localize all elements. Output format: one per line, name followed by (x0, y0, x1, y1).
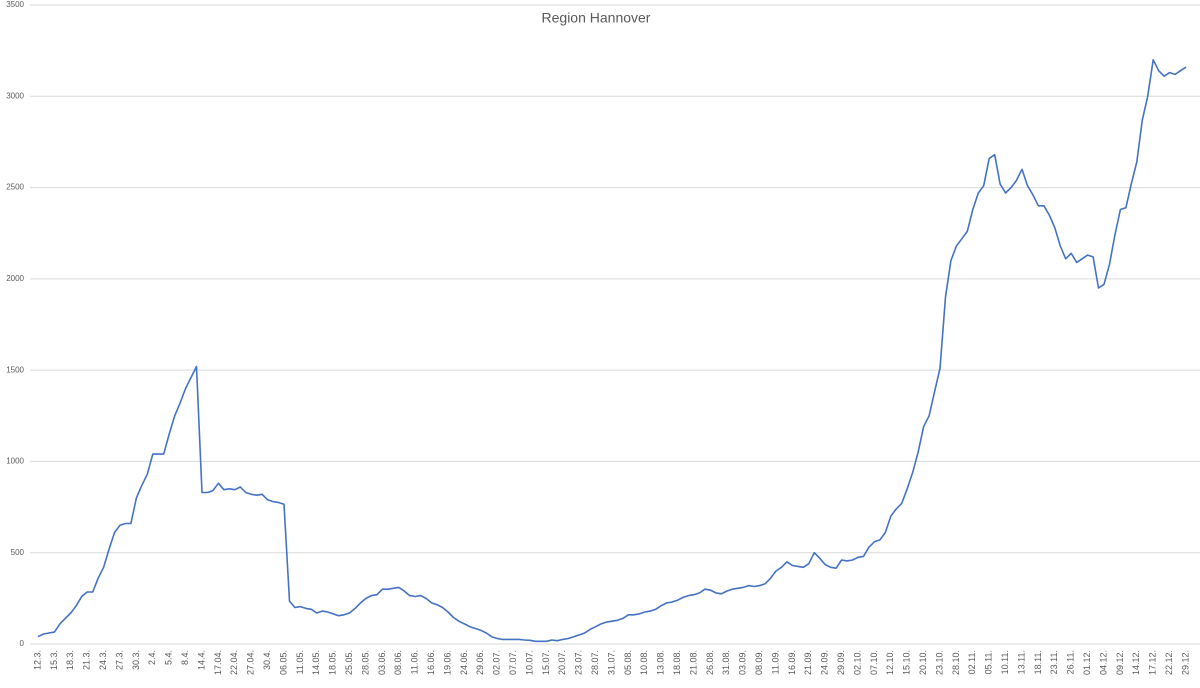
x-tick-label: 22.04. (229, 650, 239, 675)
x-tick-label: 02.11. (967, 650, 977, 674)
x-tick-label: 21.3. (82, 650, 92, 670)
x-tick-label: 13.11. (1016, 650, 1026, 674)
y-tick-label: 3500 (6, 0, 24, 9)
x-tick-label: 21.09. (803, 650, 813, 675)
x-tick-label: 03.06. (377, 650, 387, 675)
x-tick-label: 07.10. (869, 650, 879, 675)
x-tick-label: 26.11. (1066, 650, 1076, 674)
x-tick-label: 18.11. (1033, 650, 1043, 674)
data-line (37, 59, 1187, 643)
x-tick-label: 14.4. (196, 650, 206, 670)
x-tick-label: 24.06. (459, 650, 469, 675)
x-tick-label: 16.06. (426, 650, 436, 675)
x-tick-label: 23.11. (1049, 650, 1059, 674)
x-tick-label: 27.3. (114, 650, 124, 670)
x-tick-label: 28.07. (590, 650, 600, 675)
x-tick-label: 13.08. (656, 650, 666, 675)
x-tick-label: 23.10. (934, 650, 944, 675)
x-tick-label: 15.3. (49, 650, 59, 670)
x-tick-label: 10.07. (524, 650, 534, 675)
x-tick-label: 11.06. (410, 650, 420, 674)
x-tick-label: 06.05. (278, 650, 288, 675)
chart-title: Region Hannover (542, 10, 651, 26)
x-tick-label: 09.12. (1115, 650, 1125, 675)
x-tick-label: 31.08. (721, 650, 731, 675)
y-tick-label: 1000 (6, 457, 24, 466)
x-tick-label: 29.09. (836, 650, 846, 675)
y-tick-label: 2000 (6, 274, 24, 283)
x-tick-label: 15.07. (541, 650, 551, 675)
y-tick-label: 0 (20, 639, 25, 648)
x-tick-label: 26.08. (705, 650, 715, 675)
y-tick-label: 2500 (6, 183, 24, 192)
y-tick-label: 3000 (6, 91, 24, 100)
x-tick-label: 29.06. (475, 650, 485, 675)
x-tick-label: 24.09. (820, 650, 830, 675)
x-tick-label: 18.05. (328, 650, 338, 675)
x-tick-label: 17.12. (1148, 650, 1158, 675)
x-tick-label: 8.4. (180, 650, 190, 665)
x-tick-label: 25.05. (344, 650, 354, 675)
x-tick-label: 17.04. (213, 650, 223, 675)
x-tick-label: 5.4. (164, 650, 174, 665)
x-tick-label: 21.08. (688, 650, 698, 675)
x-tick-label: 14.05. (311, 650, 321, 675)
x-tick-label: 18.08. (672, 650, 682, 675)
x-tick-label: 04.12. (1098, 650, 1108, 675)
x-tick-label: 11.09. (770, 650, 780, 674)
x-tick-label: 10.08. (639, 650, 649, 675)
x-tick-label: 15.10. (902, 650, 912, 675)
x-tick-label: 20.10. (918, 650, 928, 675)
x-tick-label: 30.3. (131, 650, 141, 670)
x-tick-label: 30.4. (262, 650, 272, 670)
x-tick-label: 28.10. (951, 650, 961, 675)
x-tick-label: 01.12. (1082, 650, 1092, 675)
x-tick-label: 24.3. (98, 650, 108, 670)
x-tick-label: 27.04. (246, 650, 256, 675)
x-tick-label: 08.09. (754, 650, 764, 675)
x-tick-label: 28.05. (360, 650, 370, 675)
x-tick-label: 05.08. (623, 650, 633, 675)
x-tick-label: 29.12. (1180, 650, 1190, 675)
x-tick-label: 2.4. (147, 650, 157, 665)
x-tick-label: 23.07. (574, 650, 584, 675)
x-tick-label: 02.07. (492, 650, 502, 675)
x-tick-label: 19.06. (442, 650, 452, 675)
x-tick-label: 10.11. (1000, 650, 1010, 674)
x-tick-label: 16.09. (787, 650, 797, 675)
x-tick-label: 12.10. (885, 650, 895, 675)
x-tick-label: 11.05. (295, 650, 305, 674)
x-tick-label: 02.10. (852, 650, 862, 675)
x-tick-label: 18.3. (65, 650, 75, 670)
y-tick-label: 1500 (6, 365, 24, 374)
x-tick-label: 05.11. (984, 650, 994, 674)
x-tick-label: 22.12. (1164, 650, 1174, 675)
y-tick-label: 500 (11, 548, 25, 557)
x-tick-label: 03.09. (738, 650, 748, 675)
x-tick-label: 14.12. (1131, 650, 1141, 675)
x-tick-label: 12.3. (32, 650, 42, 670)
x-tick-label: 31.07. (606, 650, 616, 675)
x-tick-label: 08.06. (393, 650, 403, 675)
x-tick-label: 07.07. (508, 650, 518, 675)
x-tick-label: 20.07. (557, 650, 567, 675)
